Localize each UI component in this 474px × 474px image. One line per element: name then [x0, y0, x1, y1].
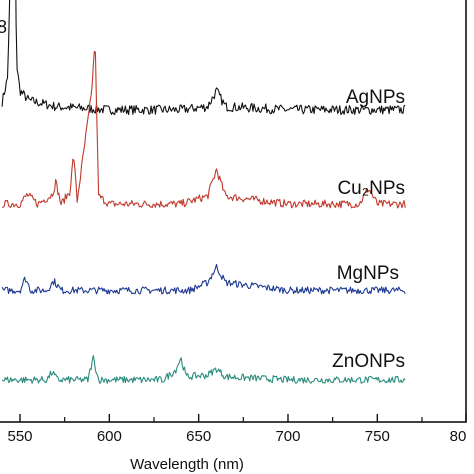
series-line-znonps	[1, 354, 406, 384]
series-label-cu2nps: Cu₂NPs	[337, 178, 405, 199]
plot-frame	[0, 0, 467, 423]
x-tick-label: 550	[7, 428, 32, 445]
x-tick-label: 80	[450, 428, 467, 445]
x-axis-ticks: 550 600 650 700 750 80	[7, 414, 467, 445]
x-tick-label: 650	[186, 428, 211, 445]
series-line-cu2nps	[2, 50, 406, 209]
series-label-mgnps: MgNPs	[337, 263, 399, 284]
series-lines	[1, 0, 406, 384]
series-line-mgnps	[1, 263, 406, 295]
series-line-agnps	[1, 0, 406, 116]
x-axis-title: Wavelength (nm)	[130, 456, 244, 473]
series-label-znonps: ZnONPs	[332, 351, 405, 372]
series-labels: AgNPs Cu₂NPs MgNPs ZnONPs	[332, 87, 405, 372]
x-tick-label: 750	[365, 428, 390, 445]
x-tick-label: 700	[275, 428, 300, 445]
x-tick-label: 600	[97, 428, 122, 445]
plot-border	[0, 0, 467, 423]
series-label-agnps: AgNPs	[346, 87, 405, 108]
peak-annotation: 8	[0, 17, 7, 37]
